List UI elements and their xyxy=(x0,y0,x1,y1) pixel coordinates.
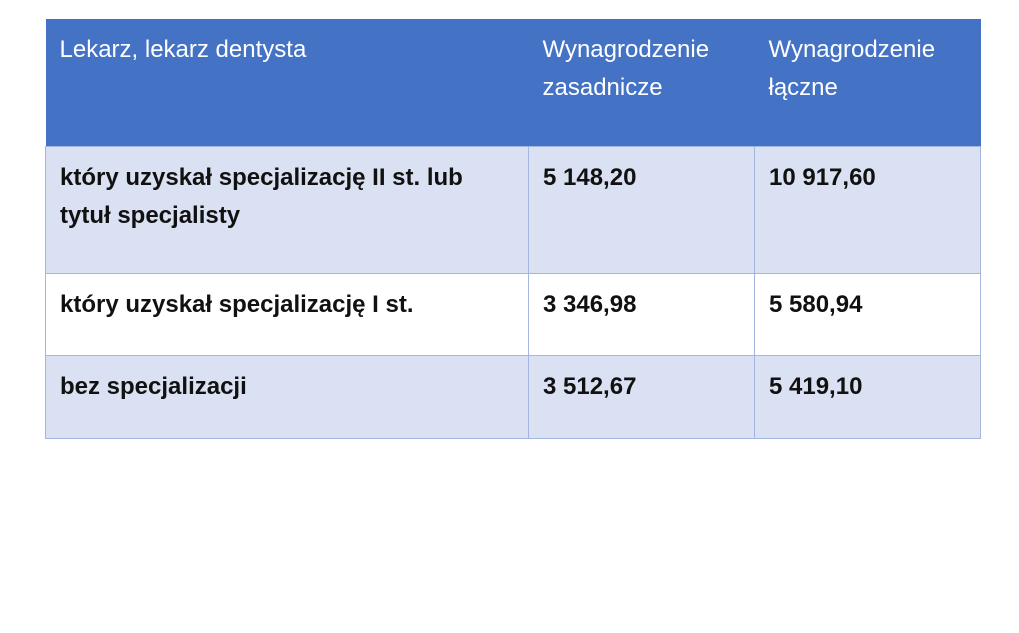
table-row: który uzyskał specjalizację II st. lub t… xyxy=(45,145,981,274)
table-row: bez specjalizacji 3 512,67 5 419,10 xyxy=(45,354,981,439)
row-base-salary: 3 512,67 xyxy=(528,354,755,439)
header-row: Lekarz, lekarz dentysta Wynagrodzenie za… xyxy=(45,19,981,146)
header-total-salary: Wynagrodzenie łączne xyxy=(754,19,981,146)
table-row: który uzyskał specjalizację I st. 3 346,… xyxy=(45,272,981,356)
header-doctor-type: Lekarz, lekarz dentysta xyxy=(45,19,529,146)
row-label: który uzyskał specjalizację I st. xyxy=(45,272,529,356)
salary-table: Lekarz, lekarz dentysta Wynagrodzenie za… xyxy=(45,19,981,439)
header-base-salary: Wynagrodzenie zasadnicze xyxy=(528,19,755,146)
row-base-salary: 3 346,98 xyxy=(528,272,755,356)
row-total-salary: 10 917,60 xyxy=(754,145,981,274)
row-total-salary: 5 419,10 xyxy=(754,354,981,439)
row-label: który uzyskał specjalizację II st. lub t… xyxy=(45,145,529,274)
row-total-salary: 5 580,94 xyxy=(754,272,981,356)
row-base-salary: 5 148,20 xyxy=(528,145,755,274)
row-label: bez specjalizacji xyxy=(45,354,529,439)
